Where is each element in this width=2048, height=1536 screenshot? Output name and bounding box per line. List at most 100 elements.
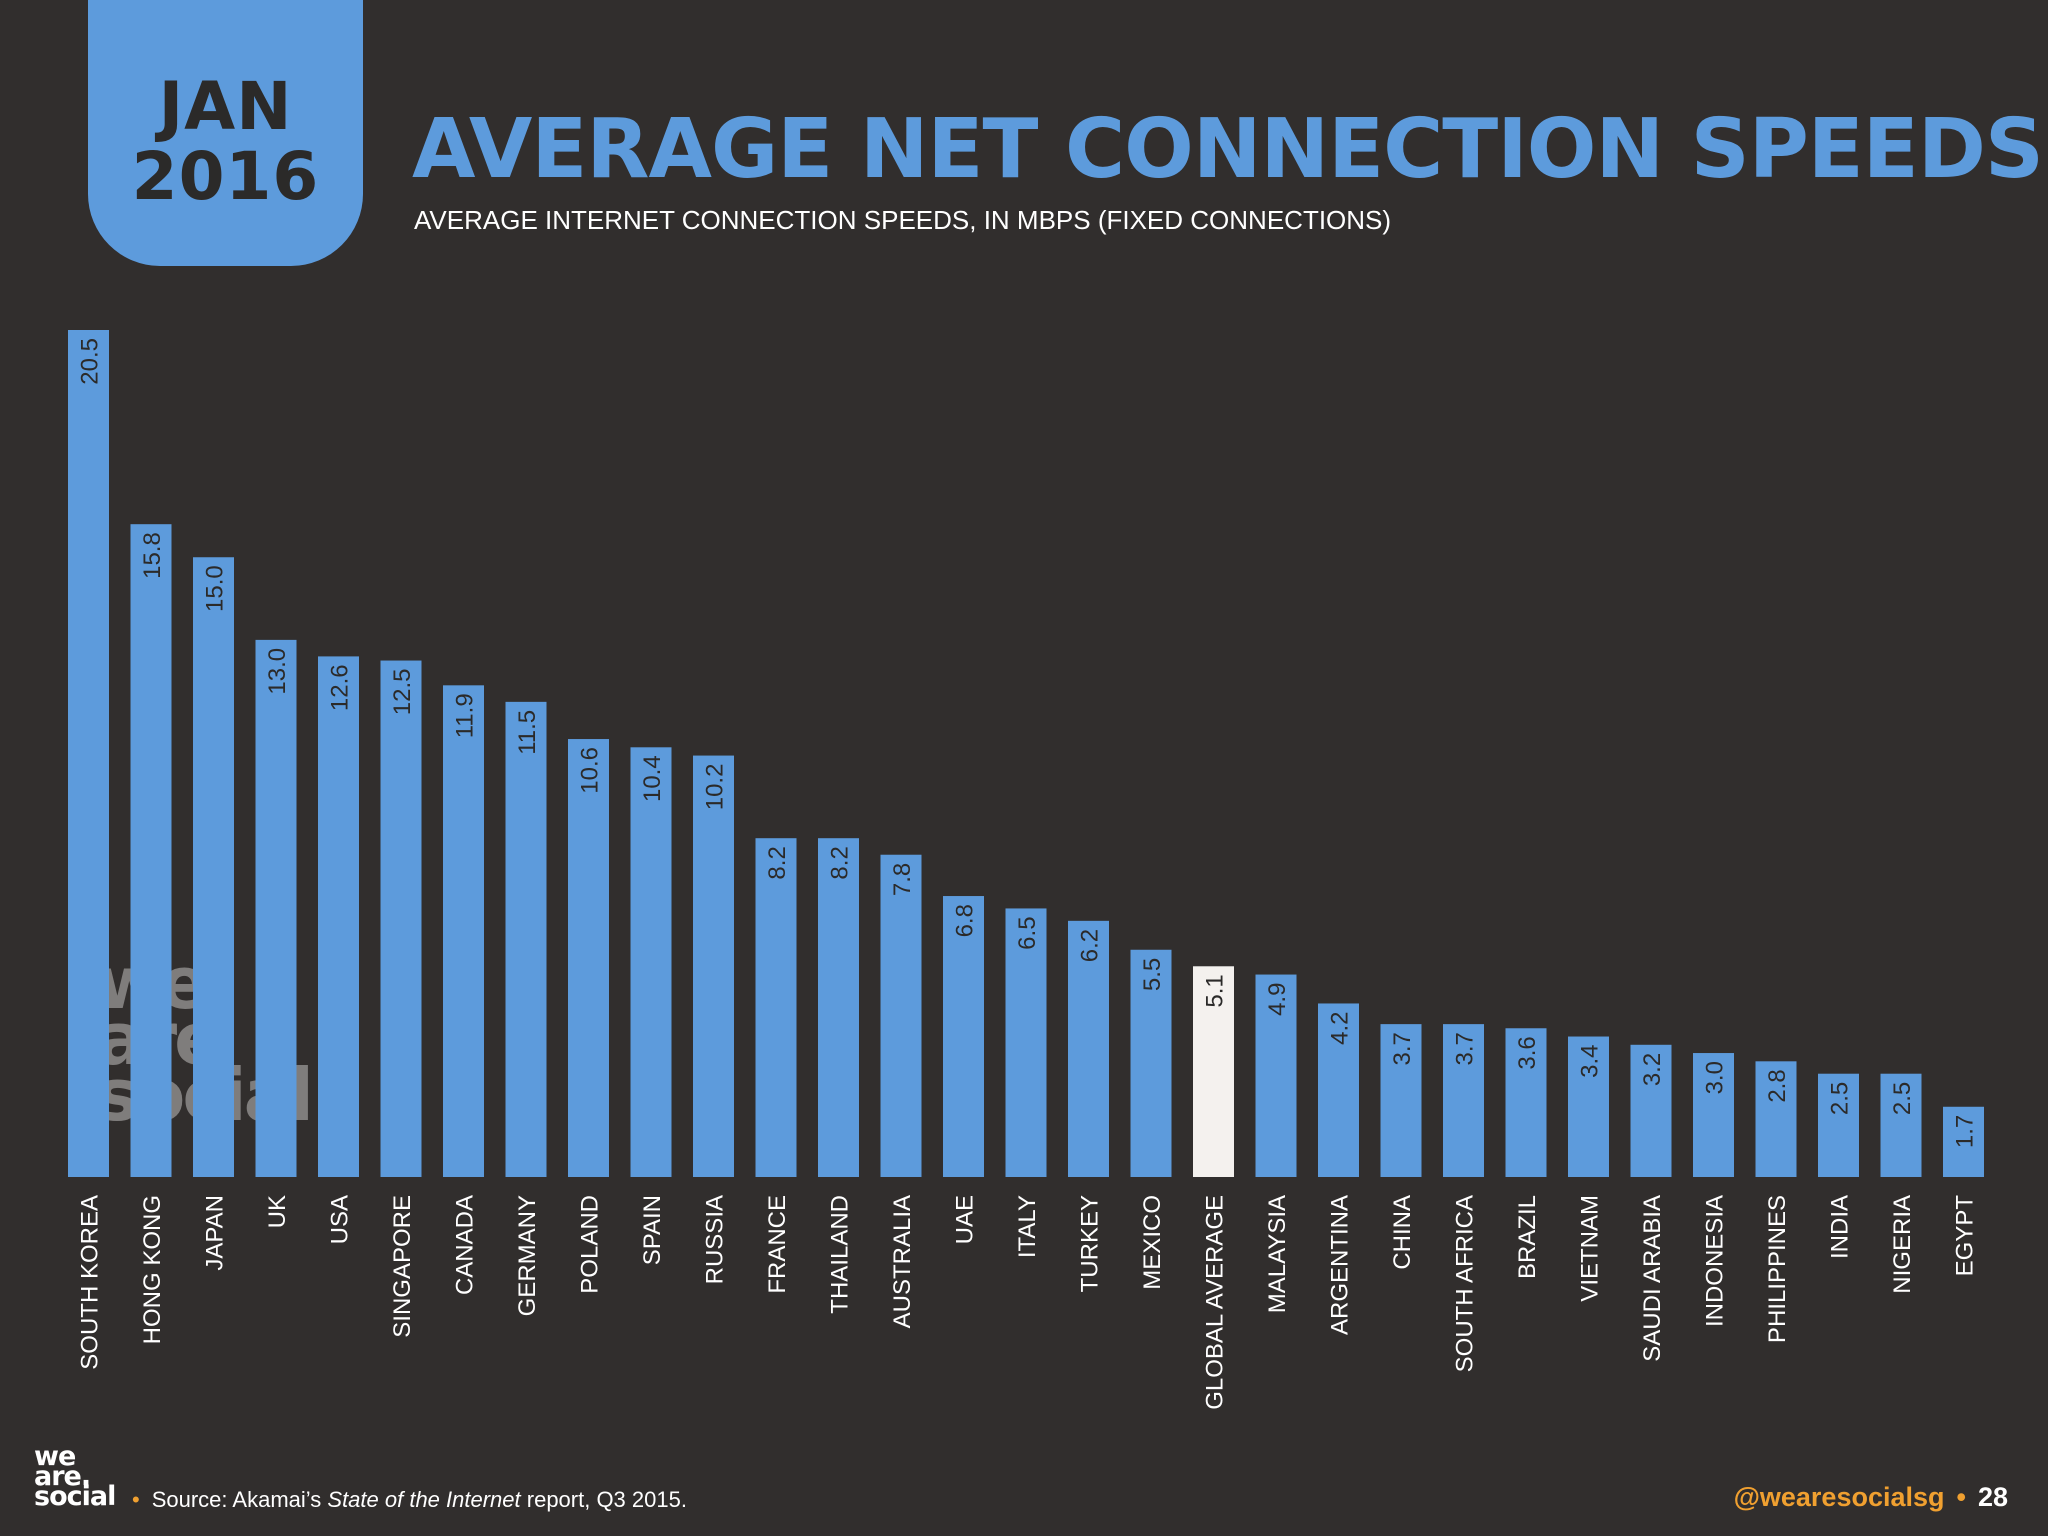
category-label: JAPAN xyxy=(202,1195,229,1271)
wearesocial-logo: we are. social xyxy=(34,1441,116,1512)
bar-india xyxy=(1818,1073,1859,1177)
bar-germany xyxy=(505,701,547,1177)
category-label: USA xyxy=(327,1195,354,1244)
category-label: CANADA xyxy=(452,1195,479,1295)
bar-chart: 20.5 SOUTH KOREA 15.8 HONG KONG 15.0 JAPAN 13.… xyxy=(68,330,1984,1410)
category-label: PHILIPPINES xyxy=(1764,1195,1791,1343)
page-title: AVERAGE NET CONNECTION SPEEDS xyxy=(412,102,2044,197)
bar-south-africa xyxy=(1443,1024,1484,1177)
value-label: 12.6 xyxy=(327,664,354,711)
logo-line-2: are. xyxy=(34,1461,91,1492)
bar-malaysia xyxy=(1255,974,1297,1177)
bar-vietnam xyxy=(1568,1036,1609,1177)
category-label: FRANCE xyxy=(764,1195,791,1294)
source-note: • Source: Akamai’s State of the Internet … xyxy=(132,1486,687,1514)
bar-mexico xyxy=(1130,949,1172,1177)
value-label: 10.4 xyxy=(639,755,666,802)
value-label: 2.5 xyxy=(1889,1082,1916,1115)
bars-group: 20.5 SOUTH KOREA 15.8 HONG KONG 15.0 JAPAN 13.… xyxy=(68,330,1984,1410)
bar-turkey xyxy=(1068,920,1109,1177)
category-label: INDONESIA xyxy=(1702,1195,1729,1327)
category-label: TURKEY xyxy=(1077,1195,1104,1292)
category-label: EGYPT xyxy=(1952,1195,1979,1277)
value-label: 3.7 xyxy=(1389,1032,1416,1065)
bar-global-average xyxy=(1193,966,1234,1177)
logo-line-3: social xyxy=(34,1481,116,1512)
value-label: 8.2 xyxy=(764,846,791,879)
category-label: AUSTRALIA xyxy=(889,1195,916,1328)
value-label: 3.6 xyxy=(1514,1036,1541,1069)
bar-australia xyxy=(880,854,922,1177)
category-label: GLOBAL AVERAGE xyxy=(1202,1195,1229,1410)
value-label: 1.7 xyxy=(1952,1115,1979,1148)
value-label: 12.5 xyxy=(389,669,416,716)
bar-brazil xyxy=(1505,1028,1547,1177)
date-badge-month: JAN xyxy=(158,68,293,145)
category-label: CHINA xyxy=(1389,1195,1416,1270)
bar-egypt xyxy=(1943,1106,1984,1177)
category-label: MEXICO xyxy=(1139,1195,1166,1290)
category-label: POLAND xyxy=(577,1195,604,1294)
bullet-dot: • xyxy=(132,1487,140,1512)
bar-hong-kong xyxy=(130,524,172,1177)
category-label: SOUTH AFRICA xyxy=(1452,1195,1479,1372)
bar-thailand xyxy=(818,838,859,1177)
category-label: RUSSIA xyxy=(702,1195,729,1284)
value-label: 5.1 xyxy=(1202,974,1229,1007)
date-badge-year: 2016 xyxy=(131,138,320,215)
value-label: 10.6 xyxy=(577,747,604,794)
category-label: BRAZIL xyxy=(1514,1195,1541,1279)
bar-nigeria xyxy=(1880,1073,1922,1177)
value-label: 3.4 xyxy=(1577,1045,1604,1078)
bar-uae xyxy=(943,896,984,1177)
page-number: 28 xyxy=(1977,1482,2008,1512)
bar-russia xyxy=(693,755,734,1177)
page-subtitle: AVERAGE INTERNET CONNECTION SPEEDS, IN M… xyxy=(414,205,1392,235)
category-label: UAE xyxy=(952,1195,979,1244)
value-label: 5.5 xyxy=(1139,958,1166,991)
bar-south-korea xyxy=(68,330,109,1177)
value-label: 10.2 xyxy=(702,764,729,811)
value-label: 13.0 xyxy=(264,648,291,695)
value-label: 3.0 xyxy=(1702,1061,1729,1094)
category-label: SPAIN xyxy=(639,1195,666,1265)
source-prefix: Source: Akamai’s xyxy=(151,1487,328,1512)
bar-poland xyxy=(568,739,609,1177)
value-label: 2.5 xyxy=(1827,1082,1854,1115)
value-label: 3.7 xyxy=(1452,1032,1479,1065)
bar-argentina xyxy=(1318,1003,1359,1177)
bar-spain xyxy=(630,747,672,1177)
category-label: HONG KONG xyxy=(139,1195,166,1344)
source-suffix: report, Q3 2015. xyxy=(520,1487,687,1512)
category-label: THAILAND xyxy=(827,1195,854,1314)
footer-right: @wearesocialsg • 28 xyxy=(1734,1480,2008,1514)
bar-china xyxy=(1380,1024,1422,1177)
bullet-dot: • xyxy=(1956,1482,1966,1512)
value-label: 6.2 xyxy=(1077,929,1104,962)
bar-japan xyxy=(193,557,234,1177)
category-label: NIGERIA xyxy=(1889,1195,1916,1294)
category-label: INDIA xyxy=(1827,1195,1854,1259)
value-label: 3.2 xyxy=(1639,1053,1666,1086)
value-label: 2.8 xyxy=(1764,1069,1791,1102)
value-label: 20.5 xyxy=(77,338,104,385)
category-label: UK xyxy=(264,1195,291,1228)
bar-uk xyxy=(255,639,297,1177)
category-label: SINGAPORE xyxy=(389,1195,416,1338)
bar-singapore xyxy=(380,660,422,1177)
value-label: 11.5 xyxy=(514,710,541,755)
value-label: 6.5 xyxy=(1014,916,1041,949)
value-label: 4.2 xyxy=(1327,1011,1354,1044)
category-label: GERMANY xyxy=(514,1195,541,1316)
value-label: 4.9 xyxy=(1264,983,1291,1016)
category-label: MALAYSIA xyxy=(1264,1195,1291,1313)
bar-canada xyxy=(443,685,484,1177)
logo-line-1: we xyxy=(34,1441,76,1472)
category-label: SOUTH KOREA xyxy=(77,1195,104,1370)
source-report-name: State of the Internet xyxy=(327,1487,521,1512)
bar-usa xyxy=(318,656,359,1177)
value-label: 6.8 xyxy=(952,904,979,937)
value-label: 7.8 xyxy=(889,863,916,896)
category-label: SAUDI ARABIA xyxy=(1639,1195,1666,1362)
value-label: 15.8 xyxy=(139,532,166,579)
